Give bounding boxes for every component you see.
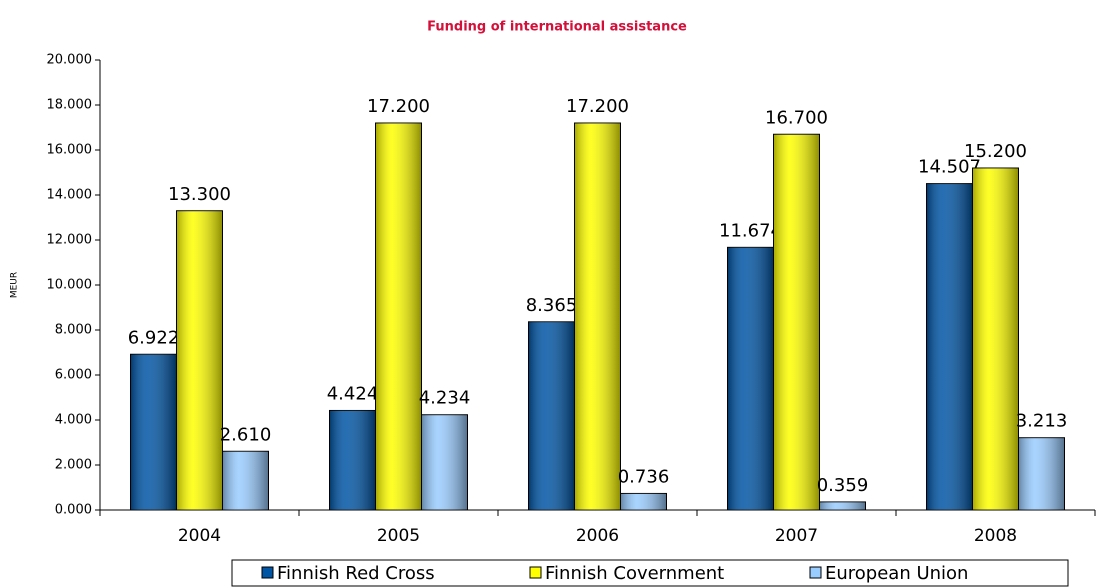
y-tick-label: 4.000 <box>55 413 92 428</box>
value-label: 16.700 <box>765 107 828 128</box>
legend-label: Finnish Red Cross <box>277 563 435 584</box>
bar <box>773 133 820 511</box>
bar <box>375 122 422 511</box>
bar <box>620 492 667 511</box>
y-tick-label: 2.000 <box>55 458 92 473</box>
value-label: 2.610 <box>220 424 272 445</box>
y-tick-label: 18.000 <box>47 98 93 113</box>
legend-swatch <box>809 566 822 579</box>
value-label: 17.200 <box>367 96 430 117</box>
value-label: 4.424 <box>327 383 379 404</box>
x-tick-label: 2007 <box>775 526 818 546</box>
bar <box>130 353 177 511</box>
y-axis-label: MEUR <box>10 272 20 298</box>
value-label: 13.300 <box>168 184 231 205</box>
bar <box>176 210 223 511</box>
y-tick-label: 10.000 <box>47 278 93 293</box>
bar <box>727 246 774 511</box>
value-label: 14.507 <box>918 157 981 178</box>
legend-swatch <box>261 566 274 579</box>
legend-label: European Union <box>825 563 968 584</box>
y-tick-label: 6.000 <box>55 368 92 383</box>
bar <box>528 321 575 511</box>
bar <box>329 409 376 511</box>
value-label: 11.674 <box>719 220 782 241</box>
legend-swatch <box>529 566 542 579</box>
legend-label: Finnish Covernment <box>545 563 724 584</box>
value-label: 3.213 <box>1016 411 1068 432</box>
x-tick-label: 2004 <box>178 526 221 546</box>
y-tick-label: 20.000 <box>47 53 93 68</box>
legend-box <box>231 559 1069 587</box>
value-label: 8.365 <box>526 295 578 316</box>
value-label: 15.200 <box>964 141 1027 162</box>
y-tick-label: 14.000 <box>47 188 93 203</box>
bar <box>222 450 269 511</box>
bar <box>574 122 621 511</box>
bar <box>819 501 866 511</box>
value-label: 17.200 <box>566 96 629 117</box>
x-tick-label: 2008 <box>974 526 1017 546</box>
bar <box>926 183 973 511</box>
x-tick-label: 2005 <box>377 526 420 546</box>
value-label: 0.736 <box>618 466 670 487</box>
bar <box>1018 437 1065 511</box>
y-tick-label: 12.000 <box>47 233 93 248</box>
y-tick-label: 8.000 <box>55 323 92 338</box>
value-label: 4.234 <box>419 388 471 409</box>
bar <box>972 167 1019 511</box>
value-label: 0.359 <box>817 475 869 496</box>
x-tick-label: 2006 <box>576 526 619 546</box>
y-tick-label: 0.000 <box>55 503 92 518</box>
y-tick-label: 16.000 <box>47 143 93 158</box>
chart-title: Funding of international assistance <box>427 20 687 35</box>
bar <box>421 414 468 511</box>
value-label: 6.922 <box>128 327 180 348</box>
